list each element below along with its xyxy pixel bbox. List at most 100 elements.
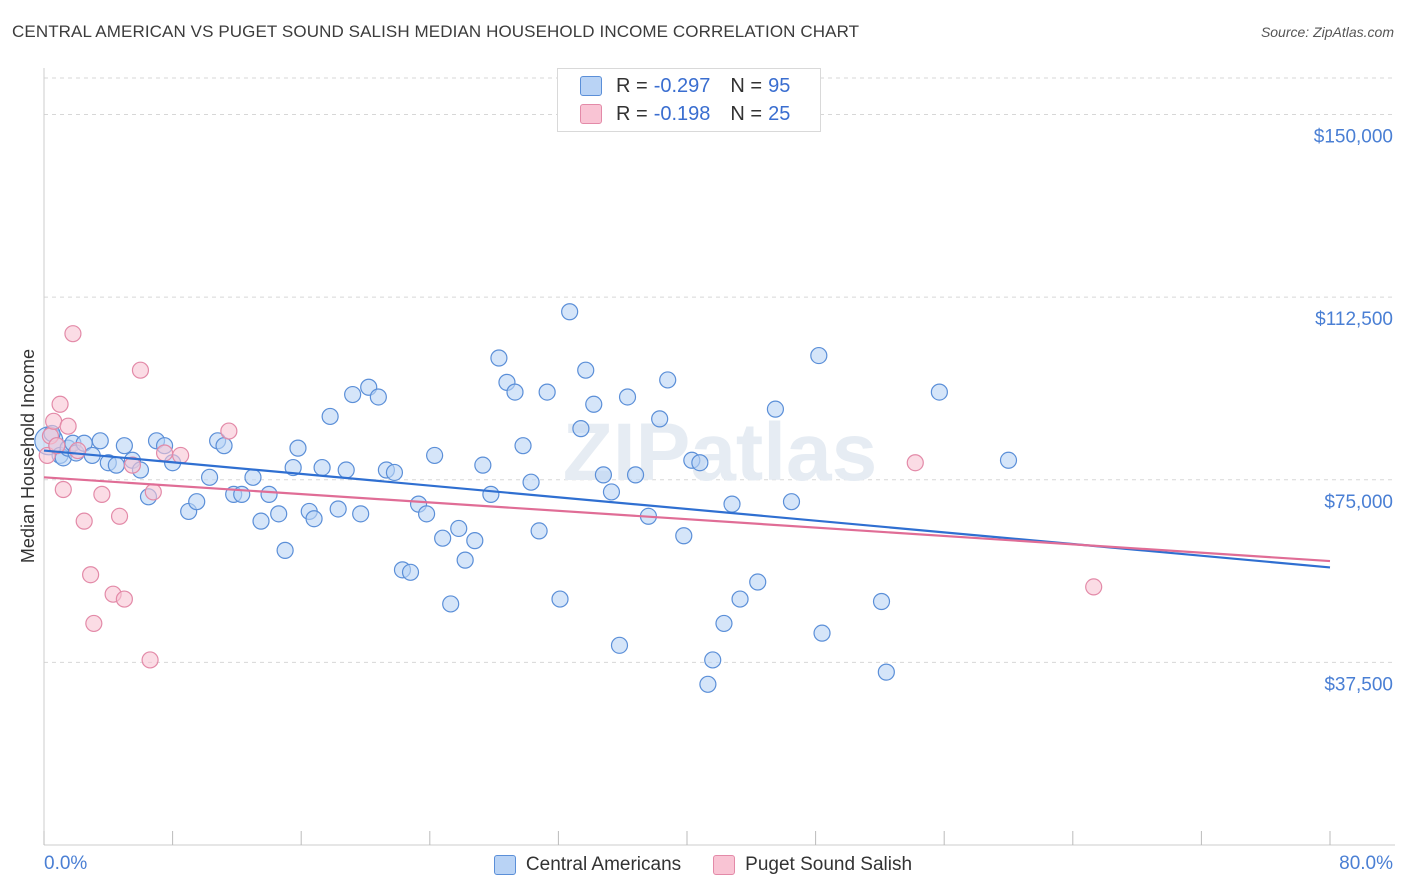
point-puget-sound-salish [131, 361, 150, 379]
y-tick-label: $37,500 [1324, 674, 1393, 695]
legend-swatch-blue [493, 855, 516, 875]
point-central-americans [369, 388, 387, 406]
legend-swatch-pink [713, 855, 736, 875]
point-central-americans [659, 371, 677, 389]
point-central-americans [270, 505, 288, 523]
point-central-americans [782, 493, 801, 511]
point-puget-sound-salish [75, 512, 93, 530]
point-central-americans [474, 456, 492, 474]
point-central-americans [626, 466, 645, 484]
point-puget-sound-salish [172, 446, 190, 465]
point-central-americans [107, 456, 125, 474]
point-central-americans [813, 624, 831, 642]
point-central-americans [244, 468, 262, 486]
point-puget-sound-salish [51, 395, 69, 413]
point-central-americans [691, 454, 709, 472]
legend-swatch-pink [580, 104, 602, 124]
point-puget-sound-salish [59, 417, 77, 435]
point-puget-sound-salish [64, 325, 82, 343]
y-tick-label: $112,500 [1315, 309, 1393, 330]
point-central-americans [426, 446, 444, 465]
point-central-americans [810, 346, 828, 365]
point-central-americans [260, 485, 278, 503]
legend-label: Puget Sound Salish [745, 854, 913, 875]
point-central-americans [766, 400, 785, 418]
point-central-americans [999, 451, 1018, 469]
point-puget-sound-salish [1085, 578, 1103, 596]
point-puget-sound-salish [144, 483, 162, 501]
point-puget-sound-salish [115, 590, 133, 608]
point-puget-sound-salish [48, 437, 66, 455]
point-puget-sound-salish [110, 507, 129, 525]
point-central-americans [305, 510, 323, 528]
legend-r-value: -0.297 [653, 74, 711, 97]
point-central-americans [930, 383, 948, 401]
point-central-americans [594, 466, 613, 484]
point-central-americans [385, 463, 404, 482]
point-central-americans [561, 303, 579, 321]
point-central-americans [651, 410, 669, 428]
point-central-americans [715, 614, 733, 633]
source-label: Source: ZipAtlas.com [1260, 24, 1394, 40]
x-tick-label: 80.0% [1339, 853, 1393, 874]
point-puget-sound-salish [45, 412, 63, 430]
grid-layer [44, 77, 1395, 663]
legend-n-value: 95 [768, 74, 791, 97]
legend-n-value: 25 [768, 102, 791, 125]
point-central-americans [215, 437, 233, 455]
legend-item-central-americans[interactable]: Central Americans [493, 854, 682, 876]
point-central-americans [704, 651, 722, 669]
point-central-americans [585, 395, 603, 413]
trend-line-puget-sound-salish [43, 476, 1331, 563]
point-central-americans [417, 505, 436, 523]
point-central-americans [490, 349, 508, 367]
label-layer: $37,500 $75,000 $112,500 $150,000 0.0% 80.0% M… [18, 127, 1393, 874]
point-puget-sound-salish [141, 651, 159, 669]
point-central-americans [577, 361, 595, 379]
point-central-americans [115, 437, 133, 455]
point-central-americans [401, 563, 420, 581]
point-central-americans [538, 383, 556, 401]
point-central-americans [313, 458, 331, 477]
y-axis-label: Median Household Income [18, 349, 38, 563]
legend-item-puget-sound-salish[interactable]: Puget Sound Salish [713, 854, 912, 876]
point-central-americans [344, 385, 362, 404]
point-central-americans [530, 522, 548, 540]
point-central-americans [618, 388, 637, 406]
point-central-americans [200, 468, 219, 486]
point-central-americans [749, 573, 767, 591]
y-tick-label: $75,000 [1324, 492, 1393, 513]
x-tick-label: 0.0% [44, 853, 87, 874]
point-central-americans [434, 529, 452, 547]
legend-r-value: -0.198 [653, 102, 711, 125]
legend-label: Central Americans [525, 854, 682, 875]
legend-swatch-blue [580, 76, 602, 96]
point-central-americans [276, 541, 294, 559]
point-puget-sound-salish [54, 480, 72, 499]
point-puget-sound-salish [123, 456, 142, 474]
point-puget-sound-salish [69, 441, 87, 460]
legend-r-label: R = [616, 102, 648, 125]
correlation-legend: R = -0.297 N = 95 R = -0.198 N = 25 [557, 68, 821, 132]
point-puget-sound-salish [93, 485, 111, 503]
point-central-americans [289, 439, 307, 457]
point-central-americans [321, 407, 339, 426]
point-central-americans [723, 495, 741, 513]
point-central-americans [337, 461, 355, 479]
point-central-americans [506, 383, 524, 401]
legend-r-label: R = [616, 74, 648, 97]
watermark: ZIPatlas [563, 407, 877, 498]
point-central-americans [450, 519, 468, 538]
legend-n-label: N = [730, 74, 763, 97]
point-central-americans [877, 663, 895, 681]
point-central-americans [482, 485, 500, 503]
legend-row-puget-sound-salish: R = -0.198 N = 25 [580, 101, 790, 127]
point-central-americans [675, 527, 693, 545]
point-central-americans [551, 590, 569, 608]
point-central-americans [442, 595, 460, 613]
point-central-americans [572, 420, 590, 438]
point-central-americans [522, 473, 540, 491]
point-central-americans [252, 512, 270, 530]
point-central-americans [466, 532, 484, 550]
